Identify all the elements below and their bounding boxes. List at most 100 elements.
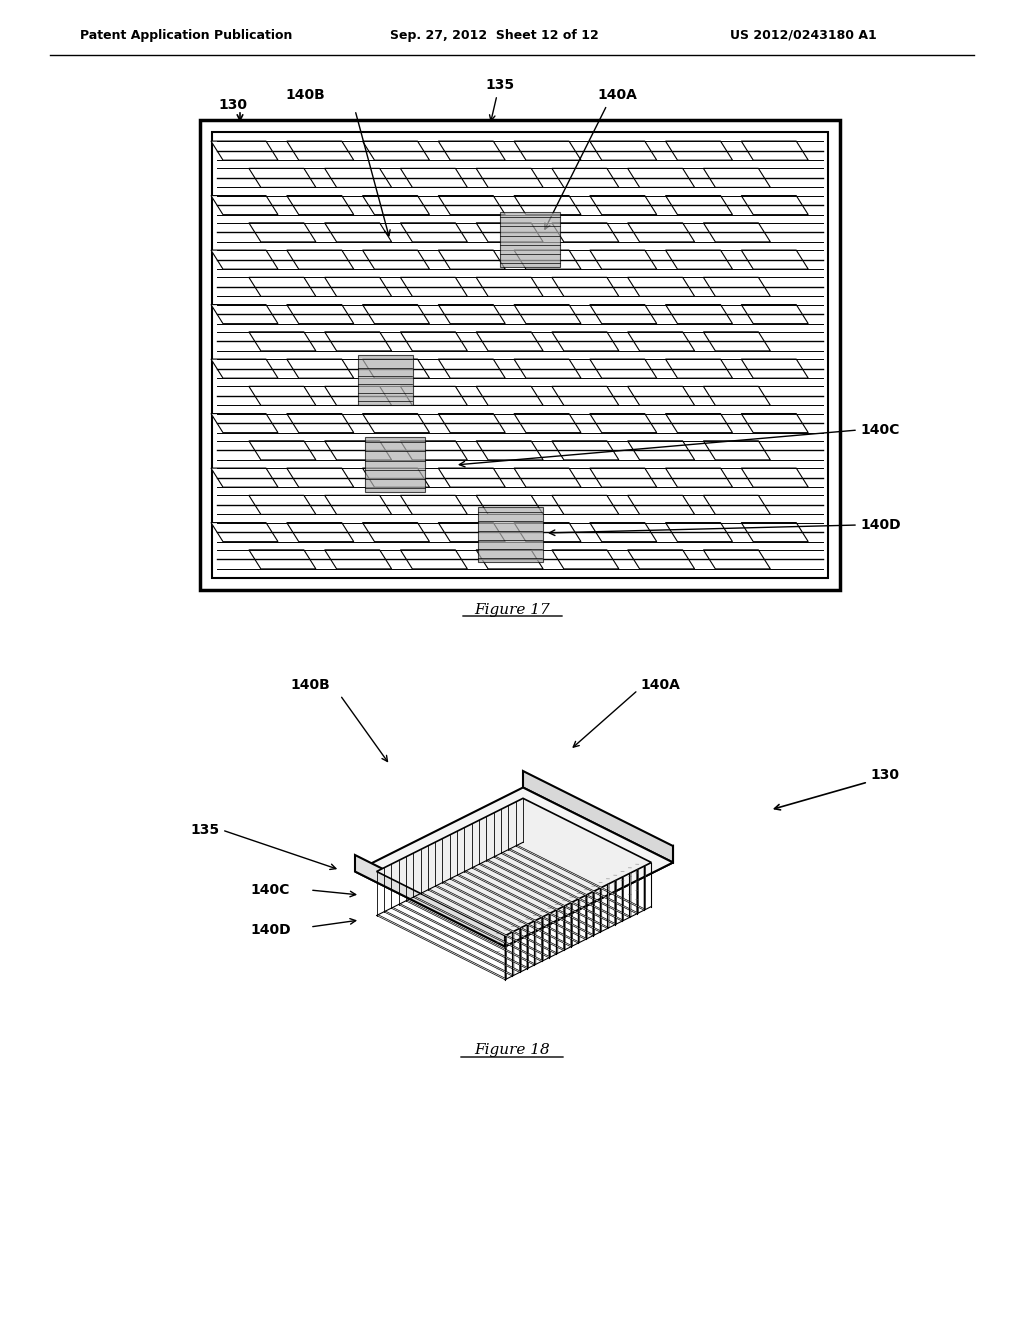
Polygon shape: [438, 195, 505, 215]
Text: Figure 17: Figure 17: [474, 603, 550, 616]
Text: 140C: 140C: [250, 883, 290, 898]
Polygon shape: [362, 413, 429, 433]
Polygon shape: [535, 920, 536, 965]
Text: Figure 18: Figure 18: [474, 1043, 550, 1057]
Polygon shape: [287, 413, 353, 433]
Bar: [358, 355, 413, 405]
Polygon shape: [508, 849, 638, 913]
Polygon shape: [211, 305, 278, 323]
Polygon shape: [563, 906, 565, 950]
Polygon shape: [325, 441, 391, 459]
Polygon shape: [249, 387, 315, 405]
Polygon shape: [600, 887, 602, 932]
Bar: [365, 437, 425, 492]
Polygon shape: [476, 550, 543, 569]
Polygon shape: [741, 523, 808, 541]
Polygon shape: [211, 249, 278, 269]
Polygon shape: [703, 495, 770, 515]
Bar: [200, 120, 840, 590]
Polygon shape: [438, 413, 505, 433]
Polygon shape: [590, 359, 656, 378]
Bar: [500, 213, 560, 267]
Polygon shape: [476, 495, 543, 515]
Polygon shape: [703, 387, 770, 405]
Polygon shape: [325, 331, 391, 351]
Polygon shape: [211, 359, 278, 378]
Polygon shape: [630, 873, 631, 917]
Polygon shape: [552, 495, 618, 515]
Polygon shape: [741, 305, 808, 323]
Polygon shape: [325, 387, 391, 405]
Polygon shape: [362, 359, 429, 378]
Polygon shape: [391, 907, 521, 973]
Polygon shape: [249, 169, 315, 187]
Polygon shape: [607, 883, 609, 928]
Polygon shape: [628, 387, 694, 405]
Polygon shape: [400, 331, 467, 351]
Polygon shape: [438, 469, 505, 487]
Polygon shape: [501, 853, 631, 917]
Text: 140D: 140D: [250, 923, 291, 937]
Polygon shape: [457, 874, 587, 940]
Polygon shape: [516, 845, 645, 911]
Polygon shape: [400, 441, 467, 459]
Polygon shape: [486, 859, 616, 925]
Polygon shape: [400, 223, 467, 242]
Polygon shape: [542, 916, 543, 961]
Polygon shape: [476, 331, 543, 351]
Polygon shape: [703, 550, 770, 569]
Polygon shape: [623, 876, 624, 921]
Text: 140D: 140D: [860, 517, 901, 532]
Text: US 2012/0243180 A1: US 2012/0243180 A1: [730, 29, 877, 41]
Polygon shape: [287, 305, 353, 323]
Polygon shape: [552, 331, 618, 351]
Polygon shape: [384, 911, 514, 975]
Polygon shape: [211, 195, 278, 215]
Polygon shape: [703, 169, 770, 187]
Polygon shape: [249, 441, 315, 459]
Polygon shape: [476, 169, 543, 187]
Polygon shape: [512, 932, 514, 975]
Polygon shape: [400, 495, 467, 515]
Polygon shape: [523, 771, 673, 862]
Polygon shape: [211, 413, 278, 433]
Polygon shape: [438, 305, 505, 323]
Polygon shape: [586, 895, 587, 940]
Polygon shape: [628, 223, 694, 242]
Polygon shape: [703, 223, 770, 242]
Polygon shape: [476, 277, 543, 297]
Polygon shape: [435, 886, 565, 950]
Polygon shape: [400, 550, 467, 569]
Polygon shape: [355, 788, 673, 946]
Polygon shape: [590, 141, 656, 160]
Polygon shape: [287, 469, 353, 487]
Polygon shape: [590, 469, 656, 487]
Bar: [478, 507, 543, 562]
Text: 140B: 140B: [290, 678, 330, 692]
Text: 135: 135: [485, 78, 515, 92]
Polygon shape: [355, 855, 505, 946]
Polygon shape: [741, 359, 808, 378]
Polygon shape: [421, 892, 551, 958]
Polygon shape: [514, 195, 581, 215]
Polygon shape: [514, 469, 581, 487]
Polygon shape: [741, 469, 808, 487]
Polygon shape: [590, 413, 656, 433]
Polygon shape: [362, 249, 429, 269]
Polygon shape: [514, 305, 581, 323]
Polygon shape: [590, 249, 656, 269]
Polygon shape: [571, 902, 572, 946]
Polygon shape: [552, 223, 618, 242]
Text: 140C: 140C: [860, 422, 899, 437]
Polygon shape: [549, 913, 551, 958]
Text: Patent Application Publication: Patent Application Publication: [80, 29, 293, 41]
Polygon shape: [590, 305, 656, 323]
Polygon shape: [325, 550, 391, 569]
Polygon shape: [552, 169, 618, 187]
Polygon shape: [400, 277, 467, 297]
Polygon shape: [579, 899, 580, 942]
Polygon shape: [362, 141, 429, 160]
Polygon shape: [741, 249, 808, 269]
Polygon shape: [438, 359, 505, 378]
Polygon shape: [514, 413, 581, 433]
